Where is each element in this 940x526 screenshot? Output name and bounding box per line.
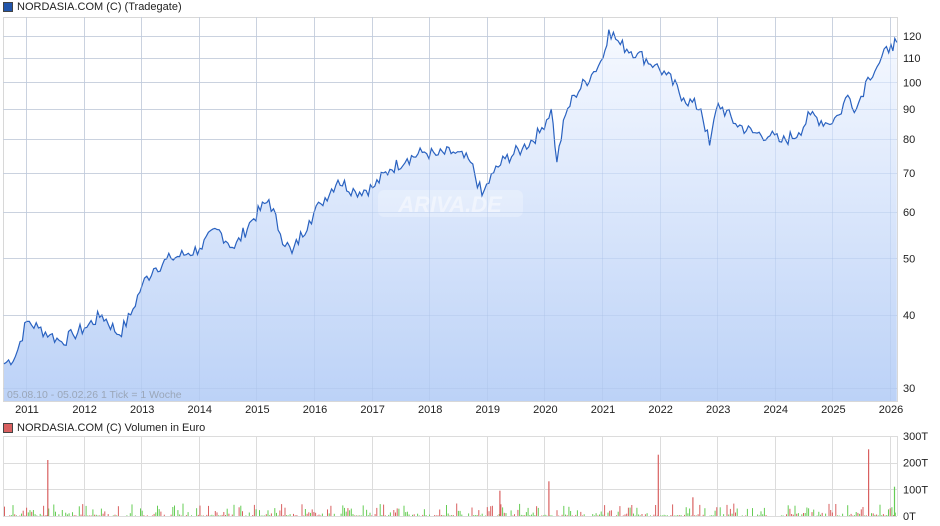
volume-legend-label: NORDASIA.COM (C) Volumen in Euro — [17, 422, 206, 434]
svg-text:2013: 2013 — [130, 404, 154, 416]
svg-text:200T: 200T — [903, 458, 928, 470]
price-y-axis: 30 40 50 60 70 80 90 100 110 120 — [903, 31, 921, 395]
svg-text:2016: 2016 — [303, 404, 327, 416]
svg-text:2022: 2022 — [648, 404, 672, 416]
price-legend: NORDASIA.COM (C) (Tradegate) — [3, 1, 182, 13]
svg-text:2011: 2011 — [15, 404, 39, 416]
price-overlay-grid — [3, 17, 897, 401]
svg-text:2023: 2023 — [706, 404, 730, 416]
volume-legend-swatch — [3, 423, 13, 433]
price-legend-label: NORDASIA.COM (C) (Tradegate) — [17, 1, 182, 13]
svg-text:ARIVA.DE: ARIVA.DE — [397, 192, 503, 217]
x-axis: 2011 2012 2013 2014 2015 2016 2017 2018 2019 2020… — [15, 404, 903, 416]
volume-grid — [3, 436, 898, 517]
svg-text:70: 70 — [903, 168, 915, 180]
svg-text:0T: 0T — [903, 511, 916, 523]
svg-text:2025: 2025 — [821, 404, 845, 416]
svg-text:30: 30 — [903, 383, 915, 395]
svg-text:2012: 2012 — [72, 404, 96, 416]
svg-text:60: 60 — [903, 207, 915, 219]
price-line — [3, 29, 898, 366]
svg-text:100T: 100T — [903, 484, 928, 496]
volume-legend: NORDASIA.COM (C) Volumen in Euro — [3, 422, 205, 434]
date-range-info: 05.08.10 - 05.02.26 1 Tick = 1 Woche — [7, 389, 182, 401]
volume-bars — [4, 449, 896, 516]
svg-text:2019: 2019 — [476, 404, 500, 416]
svg-text:100: 100 — [903, 77, 921, 89]
svg-text:300T: 300T — [903, 431, 928, 443]
svg-text:50: 50 — [903, 253, 915, 265]
svg-text:80: 80 — [903, 134, 915, 146]
svg-text:2015: 2015 — [245, 404, 269, 416]
svg-text:90: 90 — [903, 104, 915, 116]
svg-text:2024: 2024 — [764, 404, 788, 416]
price-legend-swatch — [3, 2, 13, 12]
svg-text:2020: 2020 — [533, 404, 557, 416]
svg-text:40: 40 — [903, 310, 915, 322]
price-area — [4, 29, 897, 401]
svg-text:110: 110 — [903, 53, 921, 65]
svg-text:2018: 2018 — [418, 404, 442, 416]
svg-text:2026: 2026 — [879, 404, 903, 416]
svg-text:2017: 2017 — [360, 404, 384, 416]
volume-y-axis: 0T 100T 200T 300T — [903, 431, 928, 523]
svg-text:120: 120 — [903, 31, 921, 43]
ariva-watermark: ARIVA.DE — [378, 190, 523, 217]
svg-text:2014: 2014 — [188, 404, 212, 416]
svg-text:2021: 2021 — [591, 404, 615, 416]
